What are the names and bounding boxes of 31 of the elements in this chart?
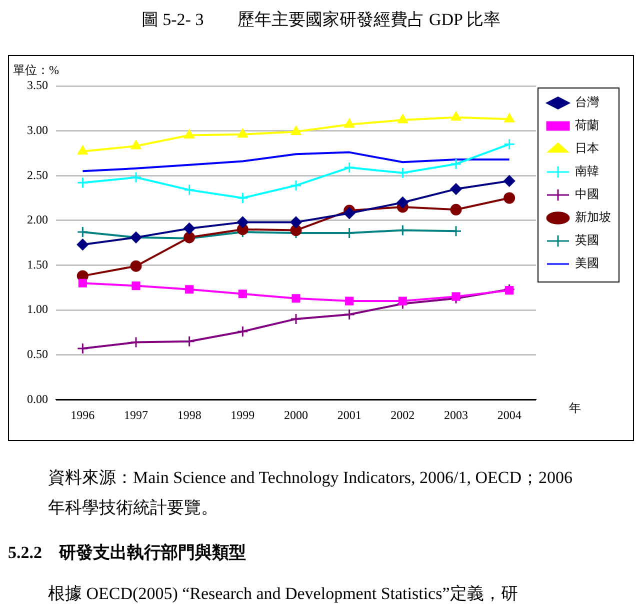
y-tick-label: 1.50: [27, 257, 48, 272]
source-note: 資料來源：Main Science and Technology Indicators, 2006/1, OECD；2006年科學技術統計要覽。: [48, 467, 574, 519]
legend-label: 英國: [575, 233, 599, 248]
x-tick-label: 2002: [390, 408, 415, 422]
x-tick-label: 1999: [230, 408, 255, 422]
chart-title: 圖 5-2- 3 歷年主要國家研發經費占 GDP 比率: [140, 9, 502, 31]
text: 根據 OECD(2005) “Research and Development Statistics”定義，研: [48, 583, 519, 605]
y-tick-label: 2.00: [27, 212, 48, 227]
x-tick-label: 1997: [124, 408, 148, 422]
x-tick-label: 2004: [497, 408, 522, 422]
x-tick-label: 2003: [444, 408, 468, 422]
legend-label: 美國: [575, 256, 599, 270]
legend-label: 荷蘭: [575, 118, 599, 132]
y-tick-label: 3.00: [27, 122, 48, 137]
legend-label: 日本: [575, 141, 599, 156]
x-tick-label: 1998: [177, 408, 202, 422]
y-tick-label: 1.00: [27, 302, 48, 316]
x-axis-title: 年: [569, 400, 581, 417]
legend-label: 南韓: [575, 164, 599, 178]
x-tick-label: 2001: [337, 408, 362, 422]
legend-label: 台灣: [575, 95, 599, 110]
x-tick-label: 1996: [70, 408, 95, 422]
y-tick-label: 0.50: [27, 346, 48, 361]
legend-label: 新加坡: [575, 210, 611, 224]
y-tick-label: 0.00: [27, 392, 48, 406]
y-axis-title: 單位：%: [13, 62, 59, 79]
y-tick-label: 3.50: [27, 78, 48, 92]
text: 5.2.2 研發支出執行部門與類型: [8, 542, 247, 564]
x-tick-label: 2000: [284, 408, 308, 422]
legend-label: 中國: [575, 187, 599, 202]
y-tick-label: 2.50: [27, 168, 48, 182]
